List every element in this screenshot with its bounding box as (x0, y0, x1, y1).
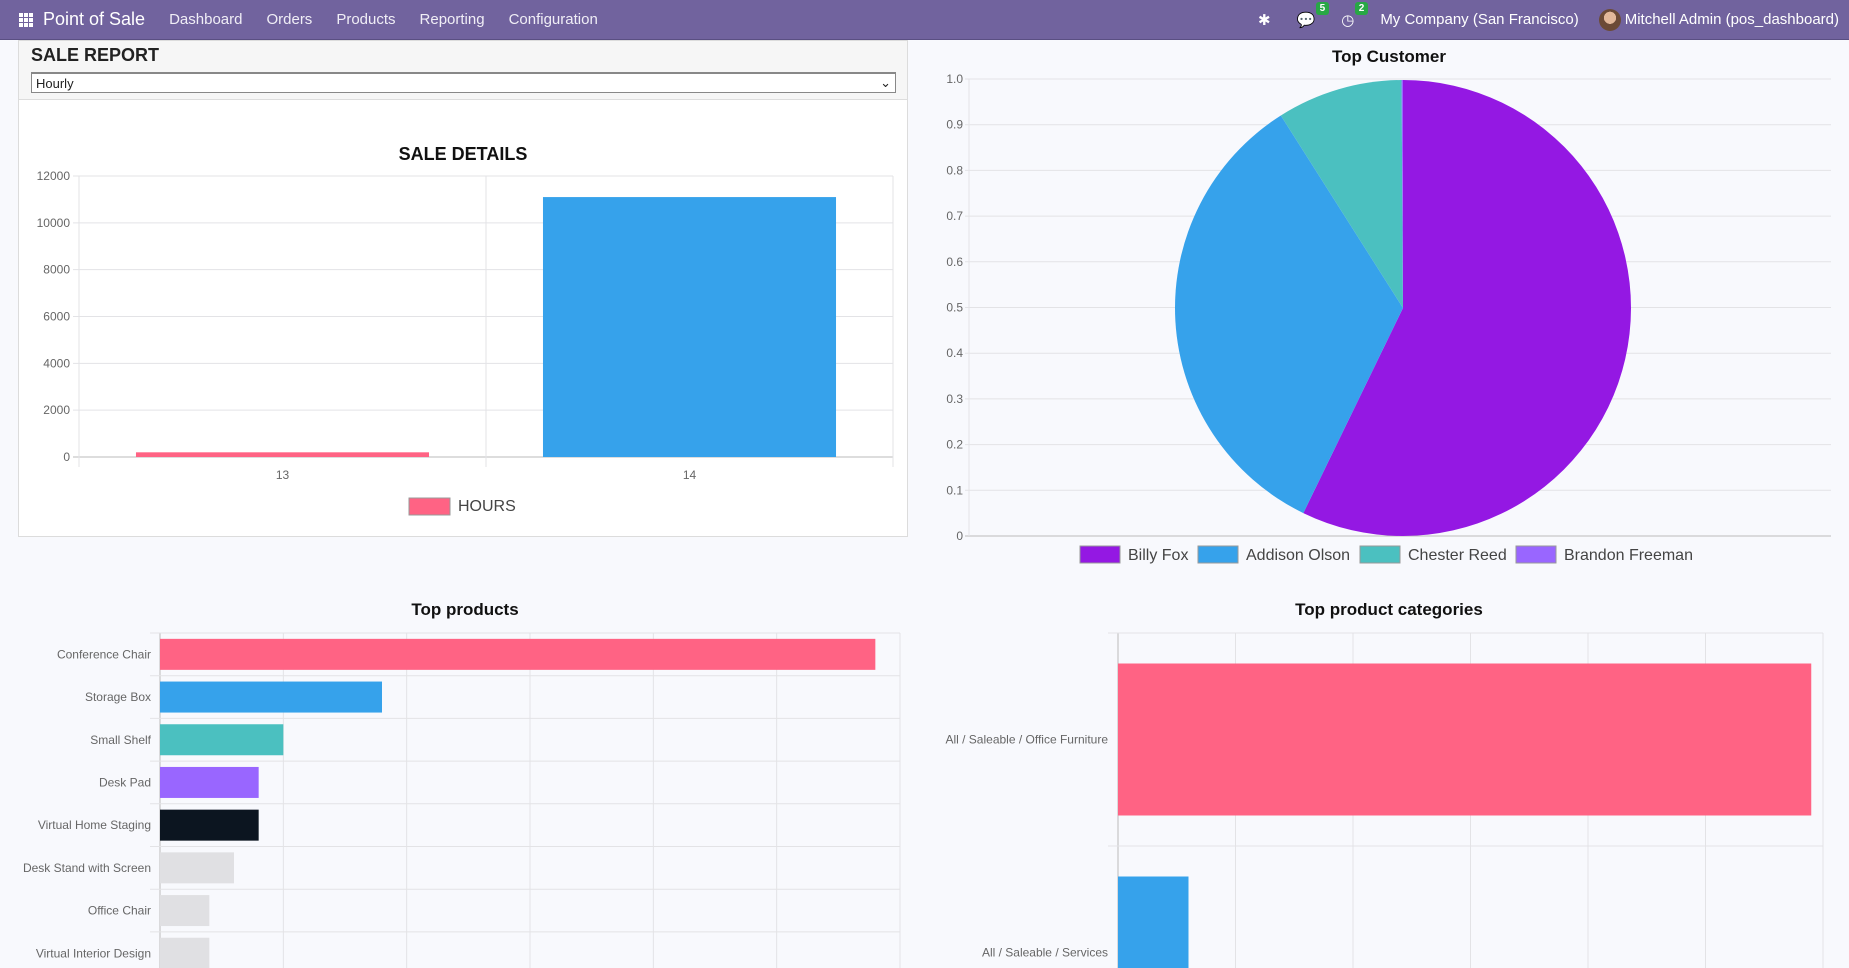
y-tick-label: Office Chair (88, 904, 151, 918)
y-tick-label: 0.6 (946, 255, 963, 269)
y-tick-label: 0.8 (946, 163, 963, 177)
sale-report-card: SALE REPORT Hourly ⌄ (18, 40, 908, 537)
company-switcher[interactable]: My Company (San Francisco) (1380, 11, 1579, 28)
top-categories-title: Top product categories (1295, 600, 1483, 619)
bar-office-chair (160, 895, 210, 927)
menu-orders[interactable]: Orders (266, 11, 313, 28)
y-tick-label: 0 (956, 529, 963, 543)
pie-slice-addison-olson (1175, 115, 1403, 514)
bar-all-saleable-office-furniture (1118, 663, 1812, 816)
legend-label: Billy Fox (1128, 547, 1188, 564)
user-menu[interactable]: Mitchell Admin (pos_dashboard) (1624, 11, 1839, 28)
y-tick-label: 0.2 (946, 438, 963, 452)
messages-badge: 5 (1315, 1, 1330, 15)
legend-swatch (1359, 545, 1401, 564)
chevron-down-icon: ⌄ (880, 75, 891, 90)
legend-swatch (1079, 545, 1121, 564)
bug-icon[interactable]: ✱ (1257, 11, 1271, 29)
bar-virtual-interior-design (160, 937, 210, 968)
bar-desk-pad (160, 766, 259, 798)
legend-label: Chester Reed (1408, 547, 1507, 564)
apps-grid-icon[interactable] (19, 12, 33, 27)
y-tick-label: 0.3 (946, 392, 963, 406)
bar-all-saleable-services (1118, 876, 1189, 968)
bar-small-shelf (160, 724, 284, 756)
bar-virtual-home-staging (160, 809, 259, 841)
menu-configuration[interactable]: Configuration (508, 11, 598, 28)
menu-dashboard[interactable]: Dashboard (169, 11, 243, 28)
y-tick-label: 0.7 (946, 209, 963, 223)
y-tick-label: 1.0 (946, 72, 963, 86)
top-navbar: Point of Sale Dashboard Orders Products … (0, 0, 1849, 40)
y-tick-label: Desk Pad (99, 775, 151, 789)
y-tick-label: Conference Chair (57, 647, 151, 661)
menu-reporting[interactable]: Reporting (419, 11, 485, 28)
bar-conference-chair (160, 638, 876, 670)
sale-report-title: SALE REPORT (31, 45, 160, 65)
y-tick-label: 0.1 (946, 483, 963, 497)
y-tick-label: All / Saleable / Office Furniture (945, 733, 1108, 747)
y-tick-label: Desk Stand with Screen (23, 861, 151, 875)
pie-slice-brandon-freeman (1401, 80, 1403, 308)
legend-label: Addison Olson (1246, 547, 1350, 564)
menu-products[interactable]: Products (336, 11, 396, 28)
chat-icon[interactable]: 💬 5 (1297, 1, 1330, 29)
y-tick-label: Virtual Interior Design (36, 946, 151, 960)
y-tick-label: 0.5 (946, 301, 963, 315)
avatar[interactable] (1598, 8, 1621, 31)
legend-label: Brandon Freeman (1564, 547, 1693, 564)
clock-icon[interactable]: ◷ 2 (1341, 1, 1369, 29)
period-select[interactable]: Hourly ⌄ (31, 72, 896, 93)
y-tick-label: Storage Box (85, 690, 151, 704)
app-title[interactable]: Point of Sale (43, 9, 146, 29)
y-tick-label: 0.9 (946, 118, 963, 132)
legend-swatch (1197, 545, 1239, 564)
sale-details-title: SALE DETAILS (398, 144, 528, 164)
y-tick-label: Virtual Home Staging (38, 818, 151, 832)
period-select-value: Hourly (36, 75, 74, 91)
y-tick-label: All / Saleable / Services (982, 946, 1108, 960)
top-customer-title: Top Customer (1332, 47, 1446, 66)
top-products-title: Top products (411, 600, 519, 619)
y-tick-label: Small Shelf (90, 733, 151, 747)
legend-swatch (1515, 545, 1557, 564)
pie-slice-chester-reed (1280, 80, 1403, 308)
bar-desk-stand-with-screen (160, 852, 234, 884)
activities-badge: 2 (1354, 1, 1369, 15)
y-tick-label: 0.4 (946, 346, 963, 360)
bar-storage-box (160, 681, 382, 713)
pie-slice-billy-fox (1303, 80, 1631, 536)
